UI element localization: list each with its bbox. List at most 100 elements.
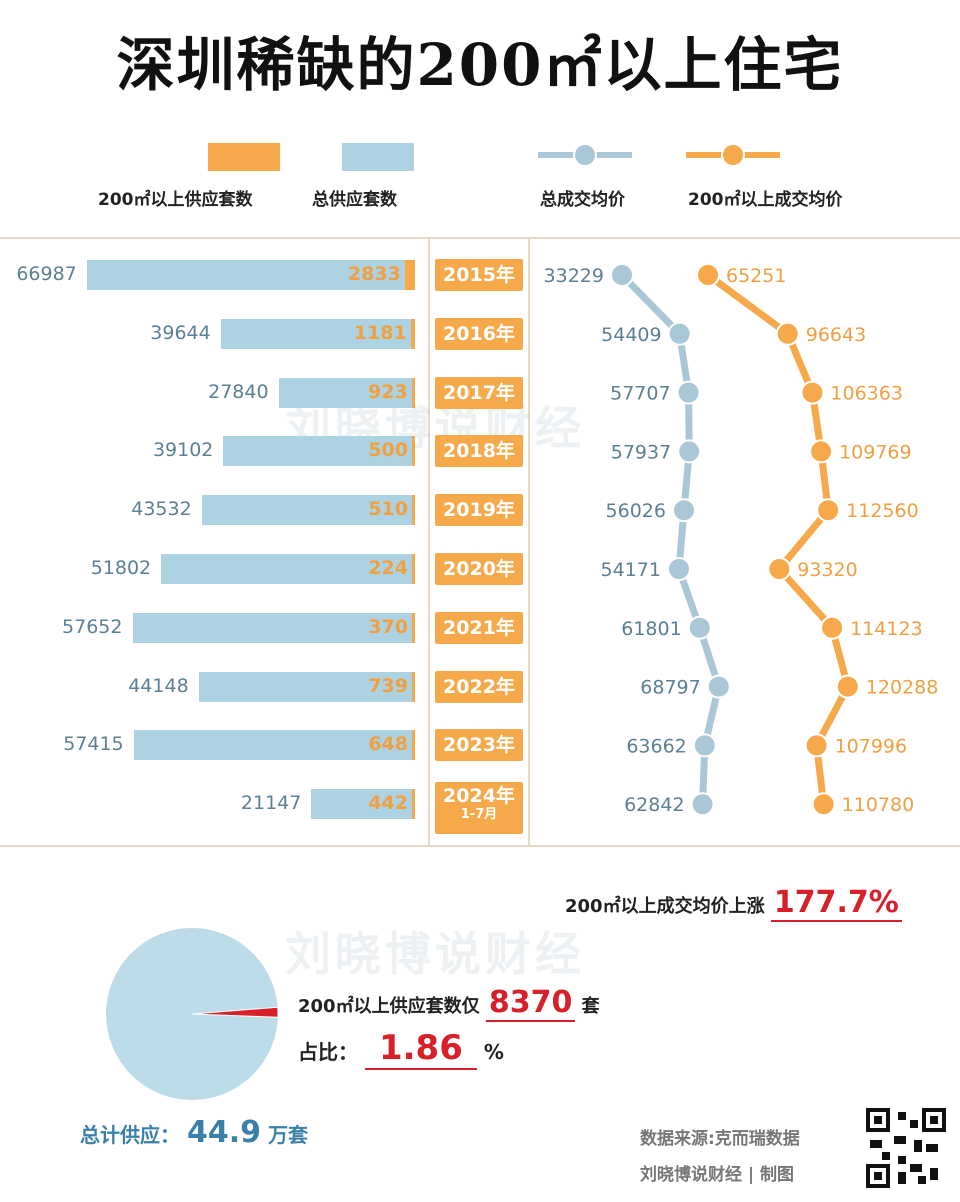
label-total-price: 62842	[624, 794, 684, 816]
big-price-line	[705, 272, 852, 805]
bar-big-supply	[411, 377, 415, 408]
year-label: 2022年	[435, 670, 523, 703]
label-total-price: 61801	[621, 618, 681, 640]
total-price-point	[676, 380, 701, 405]
price-rise-value: 177.7%	[770, 885, 902, 922]
big-price-point	[835, 674, 860, 699]
label-total-supply: 51802	[90, 557, 152, 579]
big-price-point	[696, 263, 720, 287]
legend-label-big-price: 200㎡以上成交均价	[688, 190, 843, 210]
bar-big-supply	[412, 436, 415, 467]
label-total-supply: 21147	[240, 792, 302, 815]
total-supply-label: 总计供应：	[80, 1123, 180, 1147]
bar-big-supply	[412, 789, 415, 820]
label-total-supply: 43532	[131, 498, 192, 521]
label-big-supply: 224	[368, 557, 408, 579]
bar-big-supply	[404, 260, 415, 290]
year-label: 2021年	[435, 611, 523, 644]
price-rise-note: 200㎡以上成交均价上涨 177.7%	[565, 885, 902, 922]
pie-slice-big-supply	[191, 1006, 279, 1018]
total-price-point	[672, 498, 697, 523]
bar-big-supply	[412, 554, 415, 584]
label-big-price: 65251	[726, 265, 786, 287]
label-big-price: 106363	[830, 383, 903, 405]
label-big-supply: 923	[368, 380, 408, 403]
total-price-point	[666, 557, 691, 581]
chart-credit: 刘晓博说财经 | 制图	[640, 1165, 795, 1185]
watermark: 刘晓博说财经	[285, 927, 585, 981]
bar-big-supply	[410, 318, 415, 349]
big-price-point	[816, 498, 841, 523]
year-label: 2016年	[435, 317, 523, 350]
chart-bottom-divider	[0, 845, 960, 847]
bar-total-supply	[311, 789, 415, 820]
label-big-price: 114123	[850, 618, 923, 640]
data-source: 数据来源:克而瑞数据	[640, 1129, 800, 1149]
label-total-supply: 44148	[128, 674, 189, 697]
big-price-point	[804, 733, 829, 758]
big-supply-label: 200㎡以上供应套数仅	[298, 996, 480, 1017]
label-big-price: 93320	[797, 559, 857, 581]
label-big-supply: 510	[368, 498, 408, 521]
label-total-supply: 39102	[152, 439, 214, 462]
bar-total-supply	[132, 612, 415, 643]
label-total-supply: 39644	[150, 321, 211, 344]
legend-swatch-big-supply	[208, 143, 280, 171]
supply-share-pie	[106, 928, 279, 1100]
bar-total-supply	[220, 318, 415, 349]
label-total-price: 56026	[606, 500, 666, 522]
bar-total-supply	[198, 671, 415, 702]
year-label: 2023年	[435, 729, 523, 762]
ratio-label: 占比：	[298, 1040, 358, 1064]
big-price-point	[820, 615, 845, 640]
total-price-line	[619, 272, 723, 805]
total-price-point	[610, 263, 634, 287]
year-label: 2018年	[435, 435, 523, 468]
legend-swatch-total-supply	[342, 143, 414, 171]
legend-label-total-supply: 总供应套数	[312, 190, 397, 210]
label-total-price: 63662	[626, 735, 686, 757]
total-supply-unit: 万套	[267, 1123, 308, 1147]
year-label: 2020年	[435, 553, 523, 585]
year-label: 2017年	[435, 376, 523, 409]
big-price-point	[809, 439, 834, 464]
label-big-price: 112560	[846, 500, 919, 522]
price-rise-label: 200㎡以上成交均价上涨	[565, 896, 765, 917]
big-price-point	[767, 557, 792, 581]
total-supply-value: 44.9	[186, 1115, 261, 1150]
bar-big-supply	[412, 671, 415, 702]
big-supply-note: 200㎡以上供应套数仅 8370 套	[298, 985, 600, 1022]
total-price-point	[690, 792, 715, 817]
ratio-note: 占比： 1.86 %	[298, 1028, 504, 1070]
big-price-point	[800, 380, 825, 405]
bar-big-supply	[412, 612, 415, 643]
label-big-supply: 442	[368, 792, 408, 815]
chart-divider-right	[528, 237, 530, 845]
label-total-supply: 27840	[208, 380, 269, 403]
label-total-price: 57707	[610, 383, 670, 405]
big-price-point	[811, 792, 836, 817]
label-big-supply: 648	[368, 733, 408, 756]
label-total-supply: 66987	[16, 263, 77, 285]
legend-label-total-price: 总成交均价	[540, 190, 625, 210]
label-big-supply: 370	[368, 615, 408, 638]
bar-total-supply	[161, 554, 415, 584]
legend-line-total-price	[538, 143, 632, 167]
label-big-supply: 1181	[353, 321, 407, 344]
label-big-price: 109769	[839, 441, 912, 463]
label-big-price: 120288	[866, 677, 939, 699]
label-total-price: 57937	[611, 441, 671, 463]
bar-total-supply	[86, 260, 415, 290]
page-title: 深圳稀缺的200㎡以上住宅	[116, 31, 844, 99]
label-big-price: 96643	[806, 324, 866, 346]
bar-big-supply	[412, 495, 415, 526]
bar-total-supply	[223, 436, 415, 467]
label-big-supply: 739	[368, 674, 408, 697]
bar-total-supply	[278, 377, 415, 408]
label-total-price: 68797	[640, 677, 700, 699]
total-price-point	[687, 615, 712, 640]
price-line-chart: 33229 54409 57707 57937 56026 54171 61801 68797…	[544, 263, 939, 817]
label-big-supply: 500	[368, 439, 408, 462]
label-total-price: 33229	[544, 265, 604, 287]
total-supply-note: 总计供应： 44.9 万套	[80, 1115, 308, 1150]
